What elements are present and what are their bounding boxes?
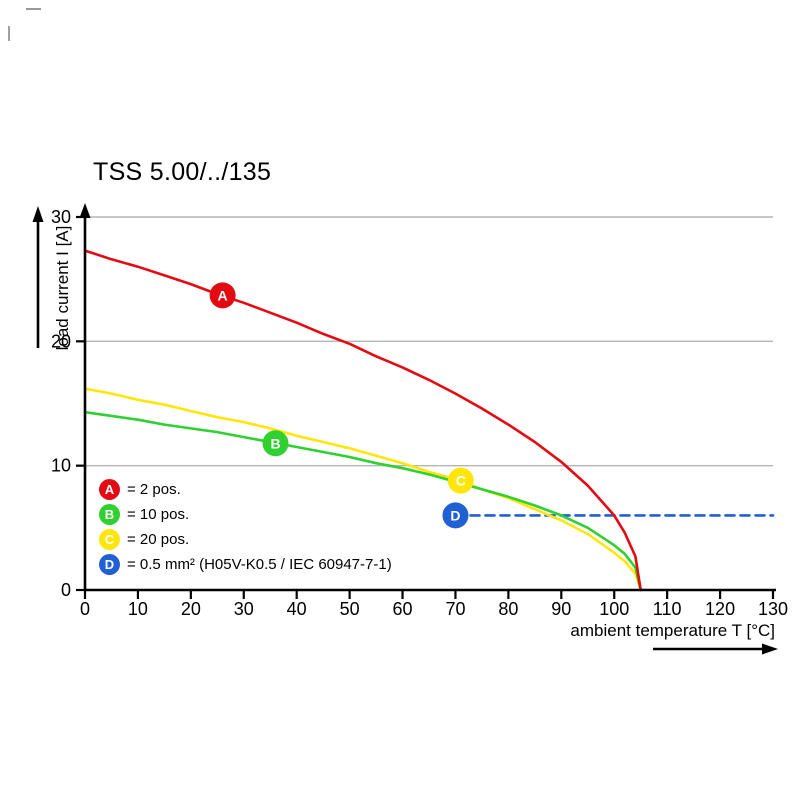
marker-c: C [447, 467, 474, 494]
legend-label-b: = 10 pos. [127, 506, 190, 523]
marker-b-letter: B [270, 435, 280, 451]
x-tick-label-80: 80 [498, 599, 518, 619]
crop-mark-top-left [8, 8, 41, 41]
y-axis-arrowhead [79, 203, 91, 218]
y-label-arrow-head [32, 206, 44, 222]
x-tick-label-50: 50 [340, 599, 360, 619]
marker-b-circle [262, 430, 289, 457]
legend-item-c: C = 20 pos. [99, 527, 392, 552]
y-tick-label-0: 0 [61, 580, 71, 600]
x-tick-label-110: 110 [653, 599, 682, 619]
y-tick-label-20: 20 [51, 331, 71, 351]
marker-b: B [262, 430, 289, 457]
y-axis-label: load current I [A] [53, 225, 72, 351]
legend-item-b: B = 10 pos. [99, 502, 392, 527]
x-tick-label-130: 130 [758, 599, 788, 619]
x-tick-label-40: 40 [287, 599, 307, 619]
marker-a-circle [209, 282, 236, 309]
legend-marker-d: D [99, 554, 120, 575]
x-tick-label-20: 20 [181, 599, 201, 619]
marker-d-letter: D [450, 507, 460, 523]
x-tick-label-0: 0 [80, 599, 90, 619]
marker-a-letter: A [218, 287, 228, 303]
x-tick-label-120: 120 [705, 599, 735, 619]
x-tick-label-90: 90 [551, 599, 571, 619]
x-axis-label: ambient temperature T [°C] [570, 621, 775, 640]
legend-label-a: = 2 pos. [127, 481, 181, 498]
x-tick-label-10: 10 [128, 599, 148, 619]
marker-c-circle [447, 467, 474, 494]
legend-label-c: = 20 pos. [127, 531, 190, 548]
legend: A = 2 pos. B = 10 pos. C = 20 pos. D = 0.5 mm² … [99, 477, 392, 577]
series-a-line [83, 249, 643, 592]
legend-label-d: = 0.5 mm² (H05V-K0.5 / IEC 60947-7-1) [127, 556, 392, 573]
legend-marker-b: B [99, 504, 120, 525]
marker-c-letter: C [456, 473, 466, 489]
series-b-line [83, 410, 643, 592]
marker-d-circle [442, 502, 469, 529]
x-tick-label-70: 70 [445, 599, 465, 619]
x-tick-label-60: 60 [393, 599, 413, 619]
y-tick-label-30: 30 [51, 207, 71, 227]
marker-d: D [442, 502, 469, 529]
legend-item-a: A = 2 pos. [99, 477, 392, 502]
chart-title: TSS 5.00/../135 [93, 158, 272, 186]
y-tick-label-10: 10 [51, 456, 71, 476]
marker-a: A [209, 282, 236, 309]
legend-marker-c: C [99, 529, 120, 550]
series-c-line [83, 387, 643, 592]
legend-marker-a: A [99, 479, 120, 500]
x-tick-label-30: 30 [234, 599, 254, 619]
x-label-arrow-head [762, 643, 778, 655]
x-tick-label-100: 100 [599, 599, 629, 619]
legend-item-d: D = 0.5 mm² (H05V-K0.5 / IEC 60947-7-1) [99, 552, 392, 577]
